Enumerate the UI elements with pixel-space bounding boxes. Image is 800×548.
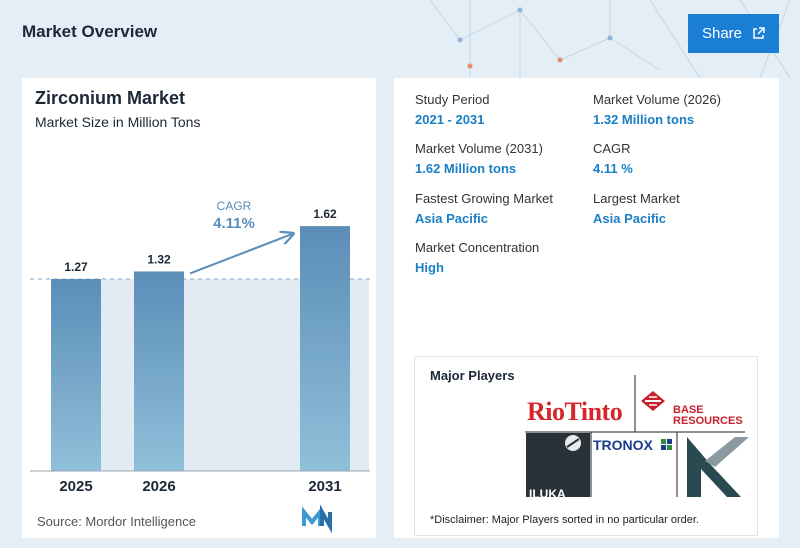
base-resources-icon: [641, 391, 665, 411]
stat-value: 2021 - 2031: [415, 112, 485, 127]
players-disclaimer: *Disclaimer: Major Players sorted in no …: [430, 514, 699, 526]
stat-label: Largest Market: [593, 191, 680, 206]
base-line1: BASE: [673, 404, 704, 416]
stat-value: Asia Pacific: [593, 211, 666, 226]
players-title: Major Players: [430, 368, 515, 383]
stat-concentration: Market Concentration High: [415, 240, 590, 276]
stat-value: Asia Pacific: [415, 211, 488, 226]
stats-card: Study Period 2021 - 2031 Market Volume (…: [394, 78, 779, 538]
stat-value: 1.32 Million tons: [593, 112, 695, 127]
stat-label: Study Period: [415, 92, 490, 107]
chart-title: Zirconium Market: [35, 88, 186, 108]
base-resources-logo: BASE RESOURCES: [673, 405, 743, 427]
x-tick-label: 2025: [59, 478, 92, 495]
x-tick-label: 2031: [308, 478, 341, 495]
stat-value: High: [415, 260, 444, 275]
stat-label: Fastest Growing Market: [415, 191, 553, 206]
external-link-icon: [753, 27, 765, 39]
stat-volume-2026: Market Volume (2026) 1.32 Million tons: [593, 92, 768, 128]
page-title: Market Overview: [22, 22, 158, 41]
header-background: [0, 0, 800, 70]
stat-volume-2031: Market Volume (2031) 1.62 Million tons: [415, 141, 590, 177]
k-logo-icon: [687, 437, 749, 497]
mordor-logo: [302, 504, 332, 534]
stat-value: 1.62 Million tons: [415, 161, 517, 176]
tronox-icon: [661, 439, 672, 450]
riotinto-logo: RioTinto: [527, 397, 623, 426]
stat-value: 4.11 %: [593, 161, 633, 176]
chart-source: Source: Mordor Intelligence: [37, 514, 196, 529]
tronox-logo: TRONOX: [593, 437, 653, 453]
players-logo-grid: [525, 375, 749, 497]
cagr-label: CAGR: [217, 199, 252, 213]
chart-subtitle: Market Size in Million Tons: [35, 114, 201, 130]
stat-label: Market Concentration: [415, 240, 540, 255]
bar-chart: 1.27 2025 1.32 2026 1.62 2031 CAGR 4.11%: [30, 199, 370, 534]
share-label: Share: [701, 25, 743, 42]
stat-label: Market Volume (2026): [593, 92, 721, 107]
bar-2031: [300, 226, 350, 471]
chart-card: Zirconium Market Market Size in Million …: [22, 78, 376, 538]
bar-value-label: 1.62: [313, 207, 337, 221]
bar-value-label: 1.32: [147, 252, 171, 266]
stat-label: CAGR: [593, 141, 631, 156]
bar-2025: [51, 279, 101, 471]
share-button[interactable]: Share: [688, 14, 779, 53]
major-players-panel: Major Players: [414, 356, 758, 536]
x-tick-label: 2026: [142, 478, 175, 495]
bar-value-label: 1.27: [64, 260, 88, 274]
stat-label: Market Volume (2031): [415, 141, 543, 156]
cagr-arrow: [189, 234, 292, 275]
stat-fastest-market: Fastest Growing Market Asia Pacific: [415, 191, 590, 227]
cagr-value: 4.11%: [213, 215, 255, 232]
stat-cagr: CAGR 4.11 %: [593, 141, 768, 177]
stat-largest-market: Largest Market Asia Pacific: [593, 191, 768, 227]
base-line2: RESOURCES: [673, 415, 743, 427]
iluka-logo: ILUKA: [529, 487, 566, 501]
bar-2026: [134, 271, 184, 471]
stat-study-period: Study Period 2021 - 2031: [415, 92, 590, 128]
